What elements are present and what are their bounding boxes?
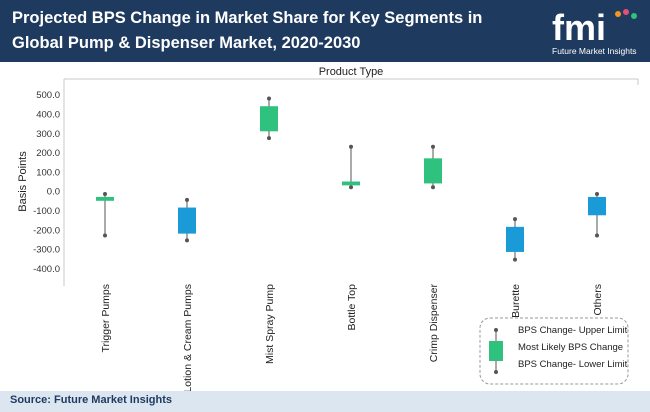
source-bar: Source: Future Market Insights xyxy=(0,391,650,412)
category-label: Trigger Pumps xyxy=(100,284,112,352)
y-tick-label: -200.0 xyxy=(33,225,60,236)
legend-entry: Most Likely BPS Change xyxy=(518,342,623,353)
legend-entry: BPS Change- Lower Limit xyxy=(518,359,628,370)
lower-limit-marker xyxy=(267,136,271,141)
header-bar: Projected BPS Change in Market Share for… xyxy=(0,0,650,62)
box-most-likely xyxy=(260,106,278,132)
lower-limit-marker xyxy=(349,185,353,190)
y-tick-label: 400.0 xyxy=(36,109,60,120)
upper-limit-marker xyxy=(267,96,271,101)
box-chart: Product Type Basis Points 500.0 400.0 300.0 2… xyxy=(17,66,639,391)
lower-limit-marker xyxy=(185,238,189,243)
box-most-likely xyxy=(178,207,196,234)
x-axis-title: Product Type xyxy=(319,66,384,78)
upper-limit-marker xyxy=(513,217,517,222)
source-text: Source: Future Market Insights xyxy=(10,394,172,406)
legend-entry: BPS Change- Upper Limit xyxy=(518,325,628,336)
y-tick-label: 0.0 xyxy=(47,187,60,198)
fmi-logo: fmi Future Market Insights xyxy=(552,7,637,56)
box-most-likely xyxy=(342,181,360,186)
legend-lower-marker xyxy=(494,370,498,374)
plot-frame-top xyxy=(64,78,639,85)
y-tick-label: 200.0 xyxy=(36,148,60,159)
category-label: Crimp Dispenser xyxy=(428,283,440,362)
category-label: Mist Spray Pump xyxy=(264,284,276,364)
category-label: Bottle Top xyxy=(346,284,358,331)
upper-limit-marker xyxy=(185,197,189,202)
legend-box-swatch xyxy=(489,341,503,361)
legend-upper-marker xyxy=(494,328,498,332)
lower-limit-marker xyxy=(513,257,517,262)
lower-limit-marker xyxy=(595,233,599,238)
y-tick-label: 300.0 xyxy=(36,129,60,140)
y-tick-label: 500.0 xyxy=(36,90,60,101)
lower-limit-marker xyxy=(431,185,435,190)
y-axis-title: Basis Points xyxy=(17,151,29,212)
chart-title: Projected BPS Change in Market Share for… xyxy=(12,9,483,52)
y-tick-label: -400.0 xyxy=(33,264,60,275)
box-most-likely xyxy=(506,226,524,252)
y-tick-label: -300.0 xyxy=(33,245,60,256)
y-tick-label: 100.0 xyxy=(36,167,60,178)
box-most-likely xyxy=(96,196,114,201)
category-label: Burette xyxy=(510,284,522,318)
upper-limit-marker xyxy=(595,192,599,197)
upper-limit-marker xyxy=(103,192,107,197)
category-label: Others xyxy=(592,284,604,316)
svg-text:fmi: fmi xyxy=(552,7,606,48)
logo-subtitle: Future Market Insights xyxy=(552,46,637,56)
upper-limit-marker xyxy=(431,144,435,149)
legend-box xyxy=(479,317,629,385)
y-tick-label: -100.0 xyxy=(33,206,60,217)
upper-limit-marker xyxy=(349,144,353,149)
lower-limit-marker xyxy=(103,233,107,238)
category-label: Lotion & Cream Pumps xyxy=(182,284,194,391)
box-most-likely xyxy=(588,196,606,216)
box-most-likely xyxy=(424,158,442,184)
